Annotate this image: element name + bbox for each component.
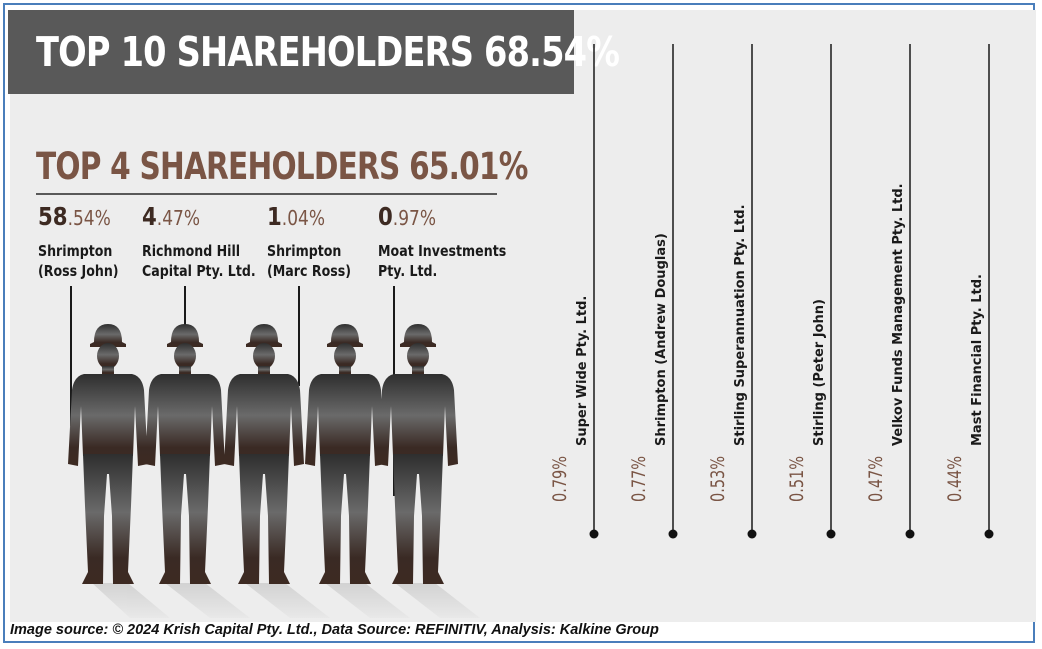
- holder-label-group: 0.77% Shrimpton (Andrew Douglas): [628, 233, 669, 502]
- holder-percent-label: 0.53%: [707, 456, 729, 502]
- holder-name-line1: Shrimpton: [267, 242, 342, 260]
- holder-name-label: Stirling (Peter John): [812, 299, 827, 446]
- leader-dot: [747, 529, 757, 539]
- holder-name: Moat Investments Pty. Ltd.: [378, 241, 506, 281]
- holder-percent-major: 1: [267, 202, 282, 231]
- holder-name: Shrimpton (Ross John): [38, 241, 119, 281]
- holder-callout-line: [184, 286, 186, 338]
- holder-percent-label: 0.51%: [786, 456, 808, 502]
- holder-name-line2: Capital Pty. Ltd.: [142, 262, 256, 280]
- holder-percent: 1.04%: [267, 202, 325, 231]
- holder-name: Richmond Hill Capital Pty. Ltd.: [142, 241, 256, 281]
- holder-percent-minor: .97%: [392, 206, 436, 230]
- holder-percent-major: 4: [142, 202, 157, 231]
- holder-percent: 0.97%: [378, 202, 436, 231]
- holder-callout-line: [70, 286, 72, 426]
- infographic-panel: [10, 10, 1036, 622]
- holder-percent: 4.47%: [142, 202, 200, 231]
- holder-name-label: Stirling Superannuation Pty. Ltd.: [733, 204, 748, 446]
- holder-percent: 58.54%: [38, 202, 111, 231]
- holder-name-line2: (Marc Ross): [267, 262, 351, 280]
- subtitle-divider: [36, 193, 497, 195]
- holder-name-line2: (Ross John): [38, 262, 119, 280]
- holder-percent-major: 58: [38, 202, 68, 231]
- holder-name-line2: Pty. Ltd.: [378, 262, 438, 280]
- holder-percent-minor: .04%: [281, 206, 325, 230]
- holder-percent-label: 0.47%: [865, 456, 887, 502]
- holder-name-label: Mast Financial Pty. Ltd.: [970, 274, 985, 446]
- holder-label-group: 0.44% Mast Financial Pty. Ltd.: [944, 274, 985, 502]
- holder-percent-label: 0.44%: [944, 456, 966, 502]
- leader-dot: [905, 529, 915, 539]
- chart-title: TOP 10 SHAREHOLDERS 68.54%: [36, 28, 620, 76]
- leader-dot: [826, 529, 836, 539]
- holder-label-group: 0.79% Super Wide Pty. Ltd.: [549, 296, 590, 502]
- holder-label-group: 0.47% Velkov Funds Management Pty. Ltd.: [865, 183, 906, 502]
- holder-name-line1: Moat Investments: [378, 242, 507, 260]
- title-banner: TOP 10 SHAREHOLDERS 68.54%: [8, 10, 620, 94]
- holder-name-line1: Shrimpton: [38, 242, 113, 260]
- holder-name-label: Shrimpton (Andrew Douglas): [654, 233, 669, 446]
- holder-name-label: Super Wide Pty. Ltd.: [575, 296, 590, 446]
- holder-label-group: 0.53% Stirling Superannuation Pty. Ltd.: [707, 204, 748, 502]
- holder-percent-minor: .54%: [67, 206, 111, 230]
- holder-percent-label: 0.77%: [628, 456, 650, 502]
- holder-percent-label: 0.79%: [549, 456, 571, 502]
- holder-callout-line: [298, 286, 300, 386]
- holder-label-group: 0.51% Stirling (Peter John): [786, 299, 827, 502]
- leader-dot: [984, 529, 994, 539]
- holder-percent-major: 0: [378, 202, 393, 231]
- leader-dot: [668, 529, 678, 539]
- holder-name-line1: Richmond Hill: [142, 242, 241, 260]
- top4-subtitle: TOP 4 SHAREHOLDERS 65.01%: [36, 145, 528, 188]
- holder-name: Shrimpton (Marc Ross): [267, 241, 351, 281]
- source-footer: Image source: © 2024 Krish Capital Pty. …: [10, 622, 659, 638]
- holder-name-label: Velkov Funds Management Pty. Ltd.: [891, 183, 906, 446]
- holder-percent-minor: .47%: [156, 206, 200, 230]
- leader-dot: [589, 529, 599, 539]
